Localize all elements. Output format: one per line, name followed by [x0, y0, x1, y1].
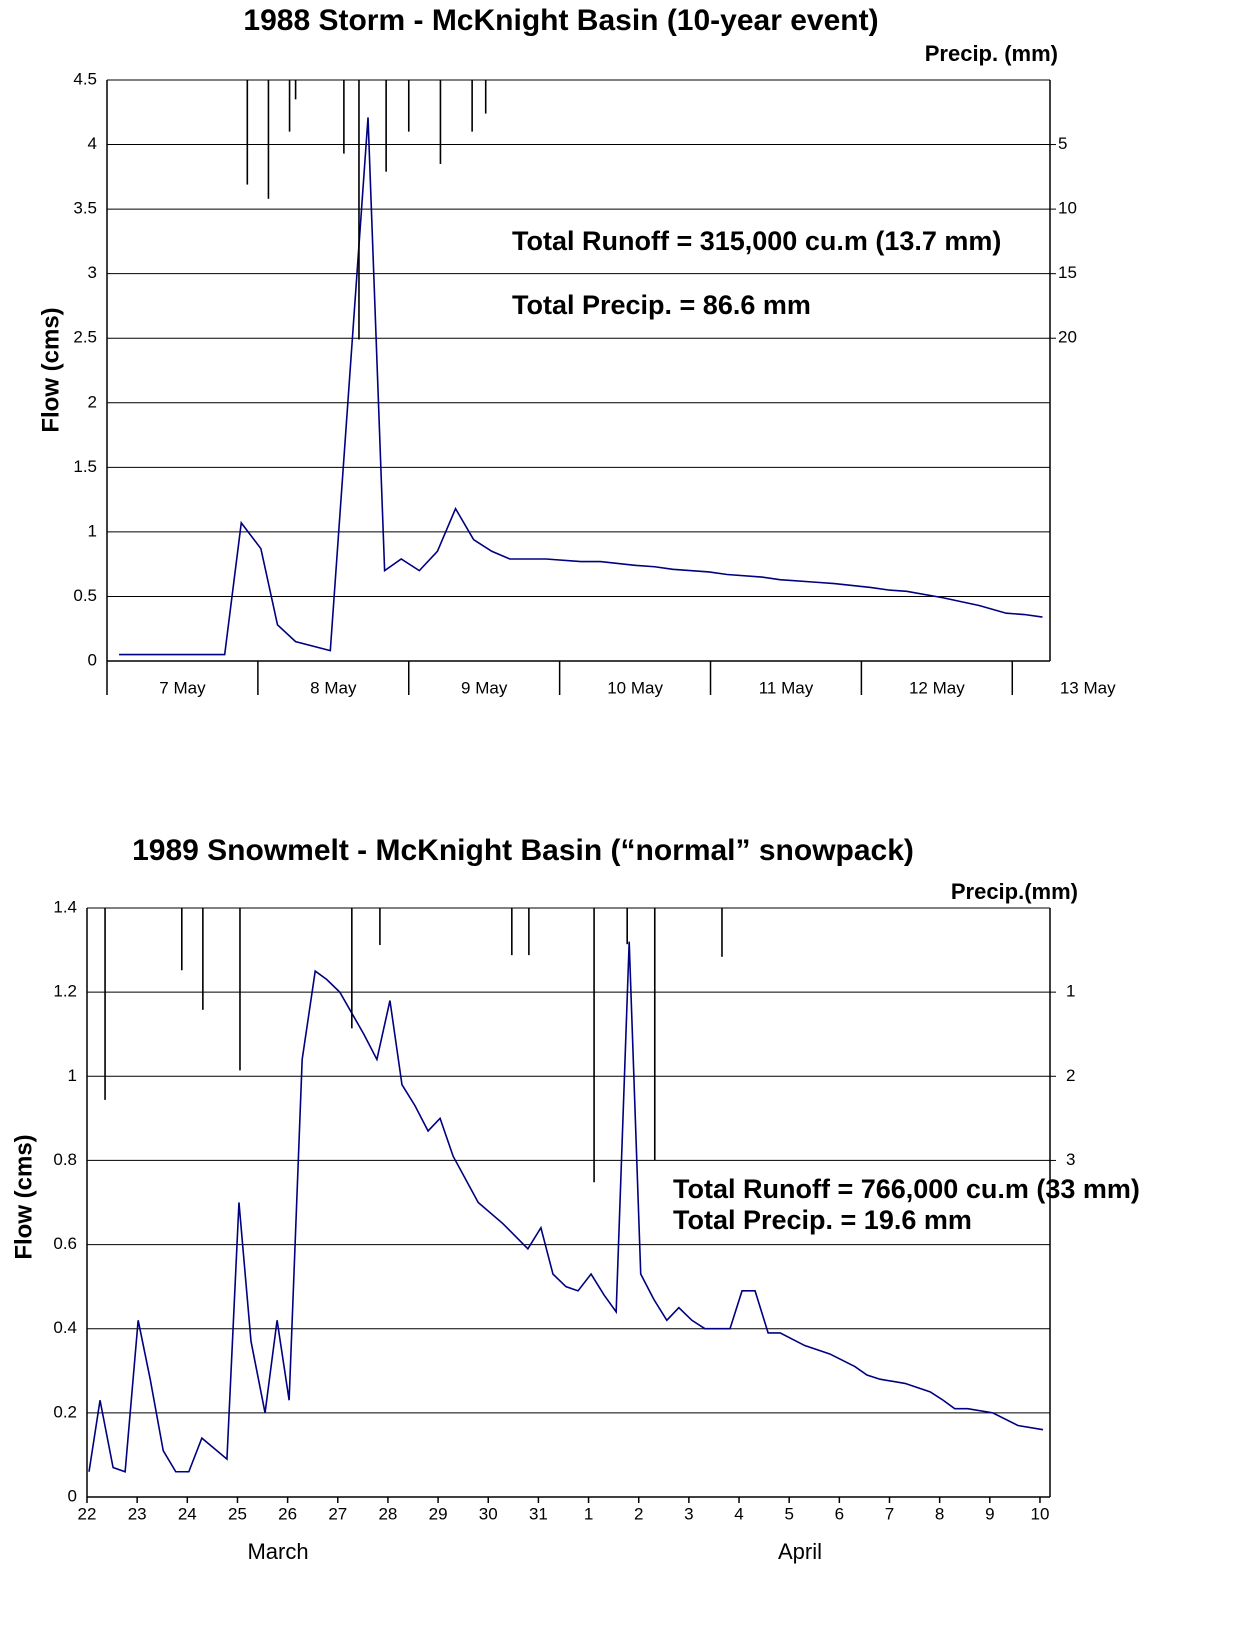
y2-tick-label: 10 [1058, 199, 1077, 218]
annotation: Total Precip. = 19.6 mm [673, 1205, 972, 1235]
x-tick-label: 6 [835, 1504, 844, 1523]
chart-title: 1988 Storm - McKnight Basin (10-year eve… [243, 4, 878, 37]
flow-line [119, 117, 1043, 656]
y2-axis-title: Precip.(mm) [951, 879, 1078, 904]
x-tick-label: 8 May [310, 678, 357, 697]
month-label: April [778, 1539, 822, 1564]
x-tick-label: 7 May [159, 678, 206, 697]
x-tick-label: 27 [328, 1504, 347, 1523]
y-tick-label: 2 [88, 392, 97, 411]
x-tick-label: 3 [684, 1504, 693, 1523]
y-tick-label: 0.2 [53, 1402, 77, 1421]
y-axis-title: Flow (cms) [10, 1134, 37, 1259]
y2-tick-label: 3 [1066, 1150, 1075, 1169]
x-tick-label: 30 [479, 1504, 498, 1523]
y-tick-label: 1 [68, 1066, 77, 1085]
annotation: Total Precip. = 86.6 mm [512, 290, 811, 320]
x-tick-label: 31 [529, 1504, 548, 1523]
y-tick-label: 1.2 [53, 982, 77, 1001]
flow-line [88, 941, 1044, 1473]
x-tick-label: 12 May [909, 678, 965, 697]
chart-title: 1989 Snowmelt - McKnight Basin (“normal”… [132, 834, 914, 867]
y-tick-label: 0.6 [53, 1234, 77, 1253]
x-tick-label: 28 [378, 1504, 397, 1523]
y-tick-label: 3 [88, 263, 97, 282]
y-tick-label: 4.5 [73, 69, 97, 88]
x-tick-label: 25 [228, 1504, 247, 1523]
x-tick-label: 29 [429, 1504, 448, 1523]
y-tick-label: 0.4 [53, 1318, 77, 1337]
x-tick-label: 13 May [1060, 678, 1116, 697]
y-tick-label: 0.8 [53, 1150, 77, 1169]
y2-tick-label: 2 [1066, 1066, 1075, 1085]
x-tick-label: 9 [985, 1504, 994, 1523]
y2-tick-label: 5 [1058, 134, 1067, 153]
x-tick-label: 1 [584, 1504, 593, 1523]
y2-tick-label: 1 [1066, 982, 1075, 1001]
x-tick-label: 4 [734, 1504, 743, 1523]
y2-axis-title: Precip. (mm) [925, 41, 1058, 66]
y-tick-label: 0 [68, 1486, 77, 1505]
y-tick-label: 0.5 [73, 586, 97, 605]
y2-tick-label: 20 [1058, 328, 1077, 347]
y-tick-label: 3.5 [73, 199, 97, 218]
y-tick-label: 1.4 [53, 897, 77, 916]
x-tick-label: 2 [634, 1504, 643, 1523]
y-tick-label: 4 [88, 134, 97, 153]
x-tick-label: 26 [278, 1504, 297, 1523]
x-tick-label: 9 May [461, 678, 508, 697]
month-label: March [247, 1539, 308, 1564]
x-tick-label: 22 [78, 1504, 97, 1523]
x-tick-label: 5 [784, 1504, 793, 1523]
x-tick-label: 8 [935, 1504, 944, 1523]
x-tick-label: 23 [128, 1504, 147, 1523]
y-tick-label: 1 [88, 521, 97, 540]
y-tick-label: 1.5 [73, 457, 97, 476]
y-tick-label: 2.5 [73, 328, 97, 347]
annotation: Total Runoff = 315,000 cu.m (13.7 mm) [512, 226, 1001, 256]
y-tick-label: 0 [88, 650, 97, 669]
x-tick-label: 24 [178, 1504, 197, 1523]
x-tick-label: 10 May [607, 678, 663, 697]
y2-tick-label: 15 [1058, 263, 1077, 282]
x-tick-label: 10 [1031, 1504, 1050, 1523]
annotation: Total Runoff = 766,000 cu.m (33 mm) [673, 1174, 1140, 1204]
x-tick-label: 7 [885, 1504, 894, 1523]
x-tick-label: 11 May [759, 678, 814, 697]
y-axis-title: Flow (cms) [37, 307, 64, 432]
